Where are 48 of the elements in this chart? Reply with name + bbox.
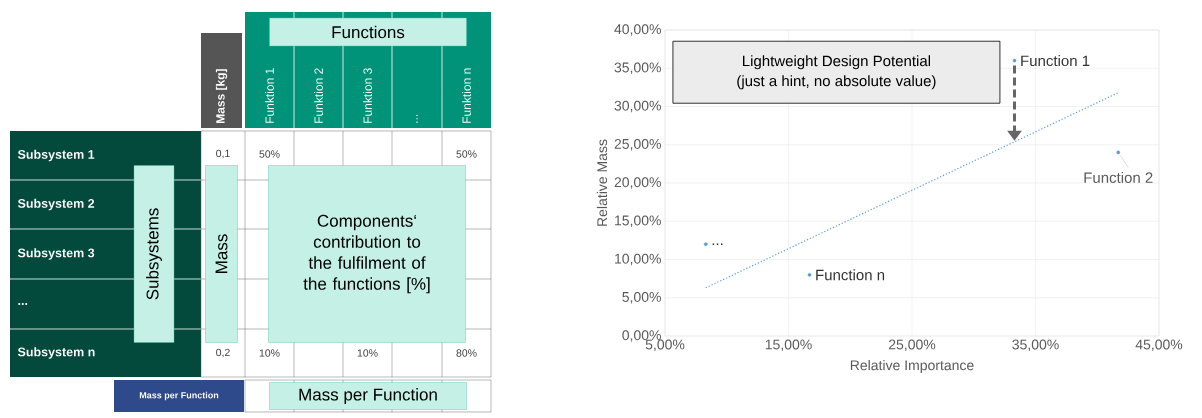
- text: Mass: [215, 234, 228, 273]
- text: 10%: [259, 349, 280, 357]
- annotation: Function 2: [1084, 171, 1153, 183]
- text: Funktion 3: [363, 68, 372, 123]
- y-tick-label: 15,00%: [615, 215, 661, 228]
- y-tick-label: 35,00%: [614, 62, 661, 75]
- text: Components‘ contribution to the fulfilment of the functions [%]: [303, 214, 430, 294]
- annotation: Lightweight Design Potential: [743, 55, 931, 70]
- text: Funktion n: [462, 68, 471, 123]
- text: Funktion 1: [265, 68, 274, 123]
- x-tick-label: 35,00%: [1012, 339, 1059, 352]
- point: [703, 242, 708, 246]
- y-axis-title: Relative Mass: [596, 139, 608, 226]
- text: Subsystem n: [17, 347, 95, 359]
- annotation: Function 1: [1021, 55, 1090, 67]
- text: ...: [18, 303, 28, 305]
- text: 50%: [259, 150, 280, 158]
- text: ...: [416, 114, 418, 123]
- point: [807, 273, 812, 277]
- text: Mass per Function: [299, 388, 437, 404]
- y-tick-label: 25,00%: [614, 138, 661, 151]
- point: [1012, 58, 1017, 63]
- text: 0,1: [216, 149, 230, 159]
- y-tick-label: 10,00%: [615, 253, 661, 266]
- y-tick-label: 5,00%: [622, 291, 661, 304]
- annotation: ...: [712, 243, 723, 245]
- annotation: Function n: [816, 269, 885, 281]
- x-axis-title: Relative Importance: [850, 359, 974, 374]
- text: 50%: [456, 150, 477, 158]
- text: 10%: [357, 349, 378, 357]
- y-tick-label: 40,00%: [614, 24, 661, 36]
- text: 80%: [456, 349, 477, 357]
- x-tick-label: 25,00%: [888, 339, 936, 352]
- y-tick-label: 30,00%: [614, 100, 661, 113]
- x-tick-label: 45,00%: [1135, 339, 1183, 352]
- text: Funktion 2: [314, 68, 323, 123]
- text: 0,2: [216, 348, 230, 358]
- annotation: (just a hint, no absolute value): [737, 75, 936, 90]
- text: Mass [kg]: [215, 69, 228, 123]
- text: Subsystem 3: [17, 248, 95, 260]
- point: [1116, 150, 1121, 155]
- text: Subsystem 2: [17, 198, 95, 211]
- x-tick-label: 15,00%: [765, 339, 812, 352]
- text: Mass per Function: [139, 391, 219, 401]
- text: Functions: [332, 25, 405, 39]
- text: Subsystem 1: [17, 149, 95, 162]
- text: Subsystems: [146, 208, 162, 300]
- y-tick-label: 20,00%: [614, 177, 661, 189]
